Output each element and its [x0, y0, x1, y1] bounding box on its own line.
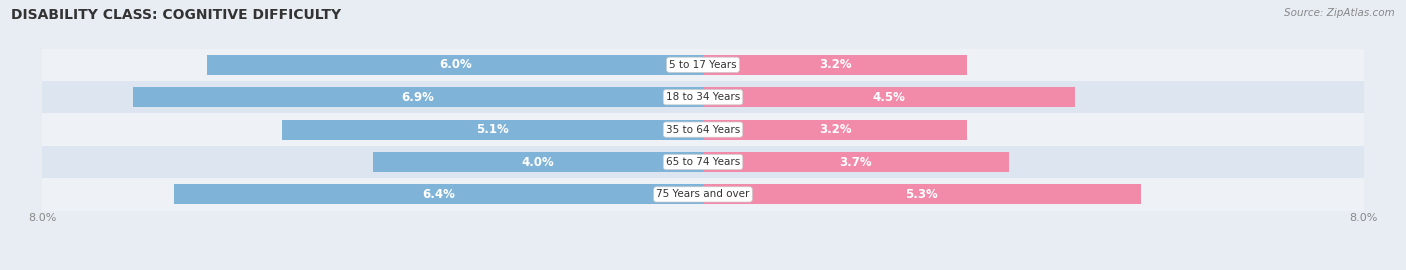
Bar [703, 120, 967, 140]
Bar [42, 81, 1364, 113]
Text: 4.0%: 4.0% [522, 156, 554, 168]
Text: 35 to 64 Years: 35 to 64 Years [666, 124, 740, 135]
Text: 5.1%: 5.1% [477, 123, 509, 136]
Bar [703, 55, 967, 75]
Bar [134, 87, 703, 107]
Text: 18 to 34 Years: 18 to 34 Years [666, 92, 740, 102]
Bar [42, 178, 1364, 211]
Text: 4.5%: 4.5% [872, 91, 905, 104]
Bar [174, 184, 703, 204]
Bar [373, 152, 703, 172]
Text: 3.2%: 3.2% [818, 123, 852, 136]
Legend: Male, Female: Male, Female [638, 266, 768, 270]
Bar [281, 120, 703, 140]
Bar [207, 55, 703, 75]
Text: 65 to 74 Years: 65 to 74 Years [666, 157, 740, 167]
Text: 5.3%: 5.3% [905, 188, 938, 201]
Bar [703, 152, 1008, 172]
Bar [42, 113, 1364, 146]
Text: 6.4%: 6.4% [422, 188, 456, 201]
Text: Source: ZipAtlas.com: Source: ZipAtlas.com [1284, 8, 1395, 18]
Text: 3.2%: 3.2% [818, 58, 852, 71]
Text: 6.9%: 6.9% [402, 91, 434, 104]
Bar [42, 146, 1364, 178]
Bar [703, 87, 1074, 107]
Text: 6.0%: 6.0% [439, 58, 471, 71]
Text: 3.7%: 3.7% [839, 156, 872, 168]
Bar [703, 184, 1140, 204]
Bar [42, 49, 1364, 81]
Text: 75 Years and over: 75 Years and over [657, 189, 749, 200]
Text: DISABILITY CLASS: COGNITIVE DIFFICULTY: DISABILITY CLASS: COGNITIVE DIFFICULTY [11, 8, 342, 22]
Text: 5 to 17 Years: 5 to 17 Years [669, 60, 737, 70]
